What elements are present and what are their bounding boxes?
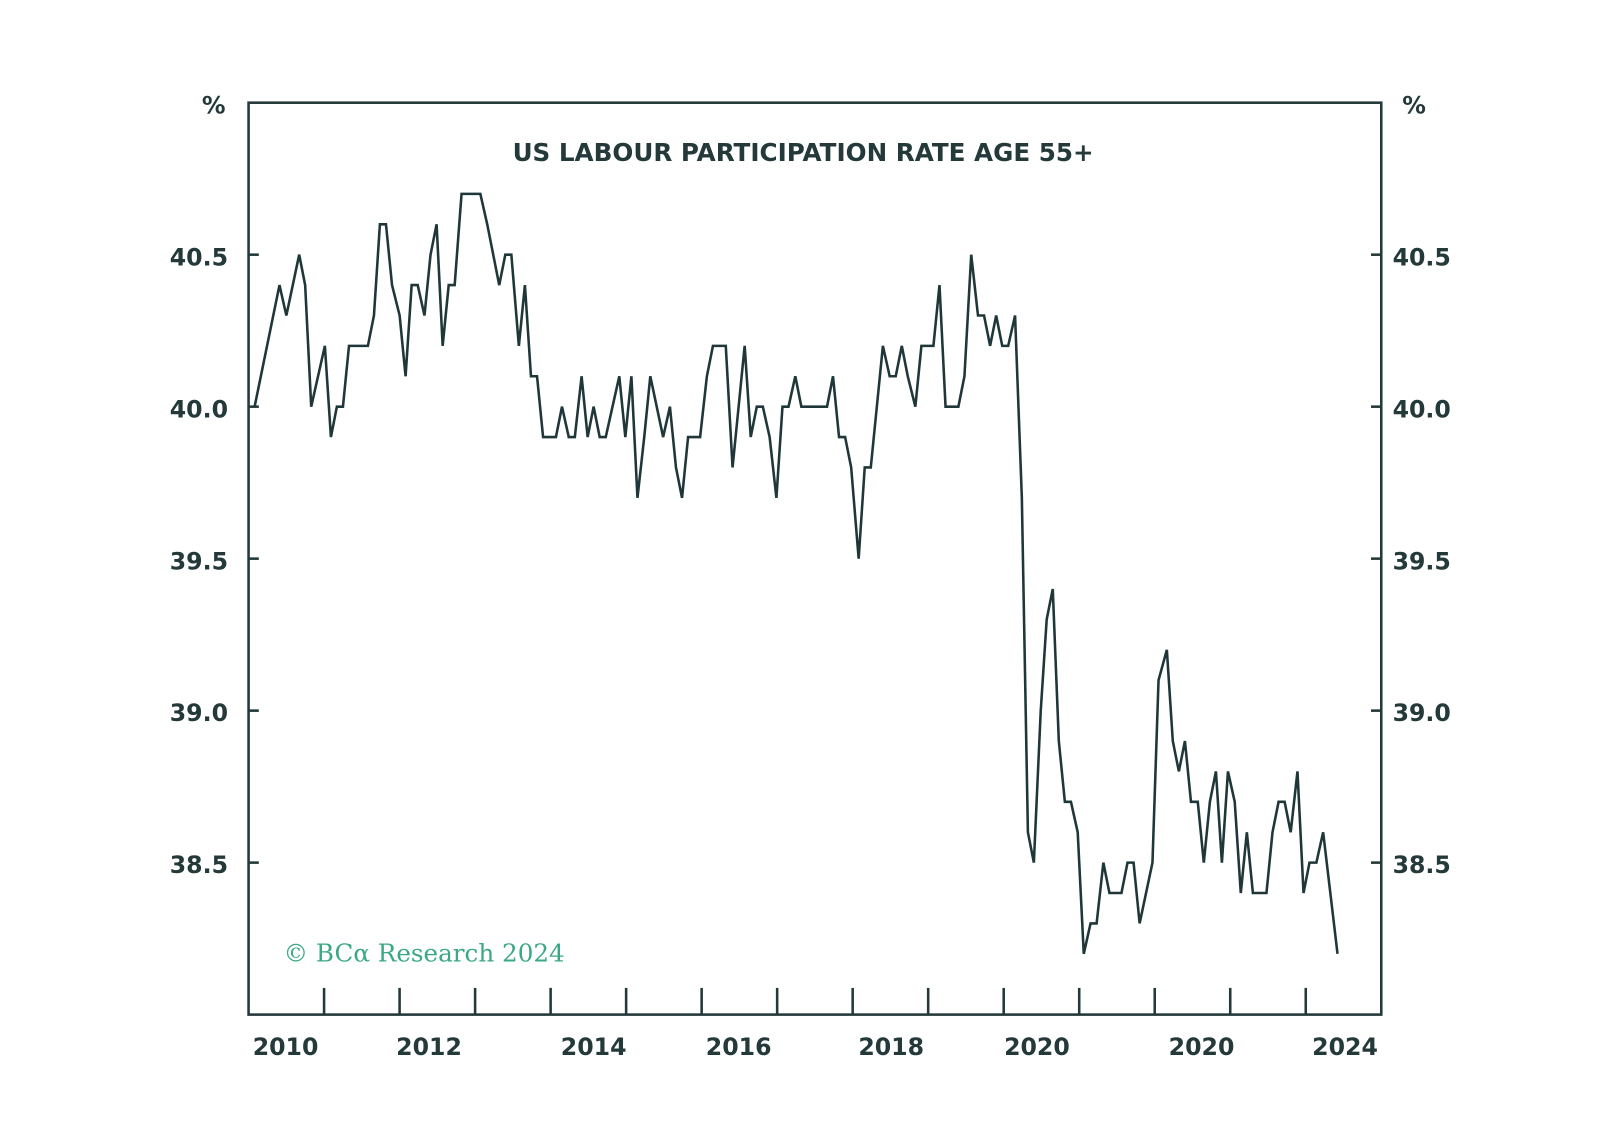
y-tick-label-right: 39.5 bbox=[1393, 547, 1451, 575]
x-tick-label: 2012 bbox=[396, 1033, 462, 1061]
x-tick-label: 2018 bbox=[858, 1033, 924, 1061]
y-tick-label-right: 40.0 bbox=[1393, 395, 1451, 423]
y-tick-label-left: 39.0 bbox=[170, 699, 228, 727]
y-tick-label-left: 38.5 bbox=[170, 851, 228, 879]
x-tick-label: 2020 bbox=[1004, 1033, 1070, 1061]
source-note: © BCα Research 2024 bbox=[283, 939, 564, 968]
y-tick-label-left: 40.5 bbox=[170, 243, 228, 271]
y-tick-label-left: 39.5 bbox=[170, 547, 228, 575]
data-line bbox=[253, 192, 1339, 955]
y-axis-unit-right: % bbox=[1402, 91, 1426, 119]
y-tick-label-right: 40.5 bbox=[1393, 243, 1451, 271]
plot-frame bbox=[247, 101, 1383, 1016]
x-tick-label: 2014 bbox=[561, 1033, 627, 1061]
x-tick-label: 2020 bbox=[1169, 1033, 1235, 1061]
y-axis-unit-left: % bbox=[202, 91, 226, 119]
x-tick-label: 2024 bbox=[1312, 1033, 1378, 1061]
x-tick-label: 2010 bbox=[253, 1033, 319, 1061]
y-tick-label-right: 38.5 bbox=[1393, 851, 1451, 879]
y-tick-label-right: 39.0 bbox=[1393, 699, 1451, 727]
x-tick-label: 2016 bbox=[706, 1033, 772, 1061]
chart-title: US LABOUR PARTICIPATION RATE AGE 55+ bbox=[513, 138, 1094, 167]
y-tick-label-left: 40.0 bbox=[170, 395, 228, 423]
